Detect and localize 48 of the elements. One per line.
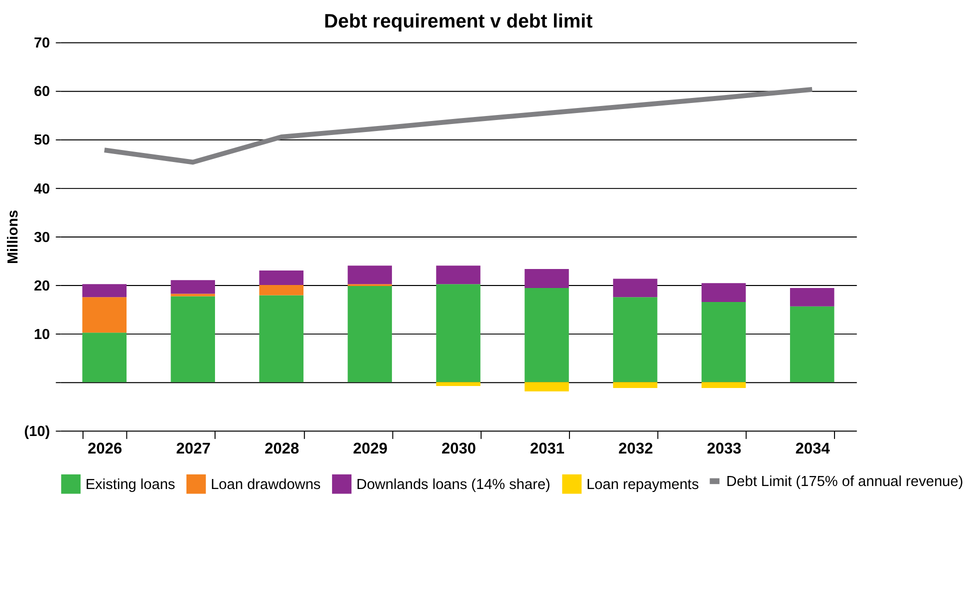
bar (348, 286, 392, 382)
bar (436, 284, 480, 382)
legend-label: Existing loans (85, 476, 176, 493)
legend-label: Debt Limit (175% of annual revenue) (726, 474, 964, 490)
bar (613, 278, 658, 298)
bar (82, 284, 127, 298)
bar (790, 306, 834, 382)
legend-label: Loan drawdowns (210, 476, 321, 493)
bar (436, 266, 480, 284)
chart-title: Debt requirement v debt limit (324, 10, 594, 33)
y-tick-label: 60 (34, 84, 50, 100)
bar (524, 269, 569, 288)
bar (82, 297, 127, 333)
x-tick-label: 2033 (706, 440, 742, 458)
legend-label: Loan repayments (586, 476, 699, 493)
y-tick-label: 30 (34, 230, 50, 246)
bar (524, 288, 569, 382)
y-tick-label: (10) (24, 424, 50, 440)
bar (613, 382, 658, 388)
y-tick-label: 40 (34, 181, 50, 198)
bar (259, 295, 304, 382)
x-tick-label: 2027 (176, 440, 211, 458)
bar (436, 382, 480, 386)
x-tick-label: 2034 (795, 440, 830, 458)
bar (790, 288, 834, 306)
x-tick-label: 2030 (442, 440, 476, 458)
x-tick-label: 2032 (618, 440, 654, 458)
bar (702, 283, 746, 302)
bar (259, 270, 304, 286)
y-tick-label: 50 (34, 132, 50, 149)
y-tick-label: 10 (34, 326, 50, 343)
y-tick-label: 20 (34, 278, 50, 294)
legend-label: Downlands loans (14% share) (356, 476, 550, 493)
bar (524, 382, 569, 392)
bar (82, 332, 127, 382)
x-tick-label: 2029 (353, 440, 388, 458)
x-tick-label: 2026 (88, 440, 123, 458)
x-tick-label: 2031 (530, 440, 565, 458)
y-axis-title: Millions (5, 210, 22, 264)
bar (170, 280, 216, 294)
x-tick-label: 2028 (264, 440, 300, 458)
bar (702, 302, 746, 382)
bar (348, 266, 392, 284)
bar (613, 297, 658, 382)
y-tick-label: 70 (34, 36, 50, 52)
bar (702, 382, 746, 388)
bar (170, 296, 216, 382)
bar (259, 285, 304, 296)
